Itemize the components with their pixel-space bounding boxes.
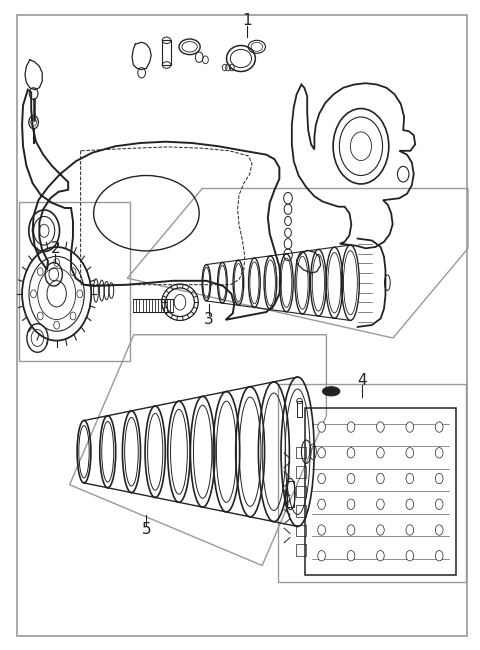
Circle shape (318, 551, 325, 561)
Text: 1: 1 (242, 13, 252, 29)
Circle shape (376, 499, 384, 510)
Circle shape (347, 448, 355, 458)
Bar (19, 202, 130, 361)
Circle shape (406, 473, 414, 484)
Circle shape (347, 551, 355, 561)
Bar (287, 481, 294, 507)
Circle shape (406, 422, 414, 432)
Circle shape (435, 499, 443, 510)
Bar (296, 466, 306, 478)
Circle shape (347, 473, 355, 484)
Text: 2: 2 (50, 240, 60, 256)
Text: 5: 5 (142, 522, 151, 538)
Bar (297, 401, 302, 417)
Circle shape (347, 499, 355, 510)
Circle shape (318, 422, 325, 432)
Circle shape (406, 525, 414, 535)
Circle shape (406, 448, 414, 458)
Bar (296, 544, 306, 556)
Circle shape (376, 422, 384, 432)
Text: 3: 3 (204, 312, 214, 328)
Circle shape (435, 422, 443, 432)
Circle shape (376, 473, 384, 484)
Circle shape (318, 499, 325, 510)
Bar (162, 40, 171, 65)
Circle shape (406, 499, 414, 510)
Circle shape (347, 525, 355, 535)
Bar (296, 525, 306, 536)
Bar (296, 505, 306, 517)
Circle shape (347, 422, 355, 432)
Circle shape (318, 448, 325, 458)
Circle shape (376, 551, 384, 561)
Bar (296, 486, 306, 497)
Bar (278, 384, 466, 582)
Circle shape (318, 473, 325, 484)
Circle shape (376, 448, 384, 458)
Circle shape (406, 551, 414, 561)
Circle shape (318, 525, 325, 535)
Circle shape (435, 448, 443, 458)
Circle shape (435, 551, 443, 561)
Circle shape (376, 525, 384, 535)
Circle shape (435, 473, 443, 484)
Text: 4: 4 (358, 372, 367, 388)
Ellipse shape (323, 387, 340, 396)
Bar (296, 447, 306, 458)
Circle shape (435, 525, 443, 535)
Bar (305, 408, 456, 575)
